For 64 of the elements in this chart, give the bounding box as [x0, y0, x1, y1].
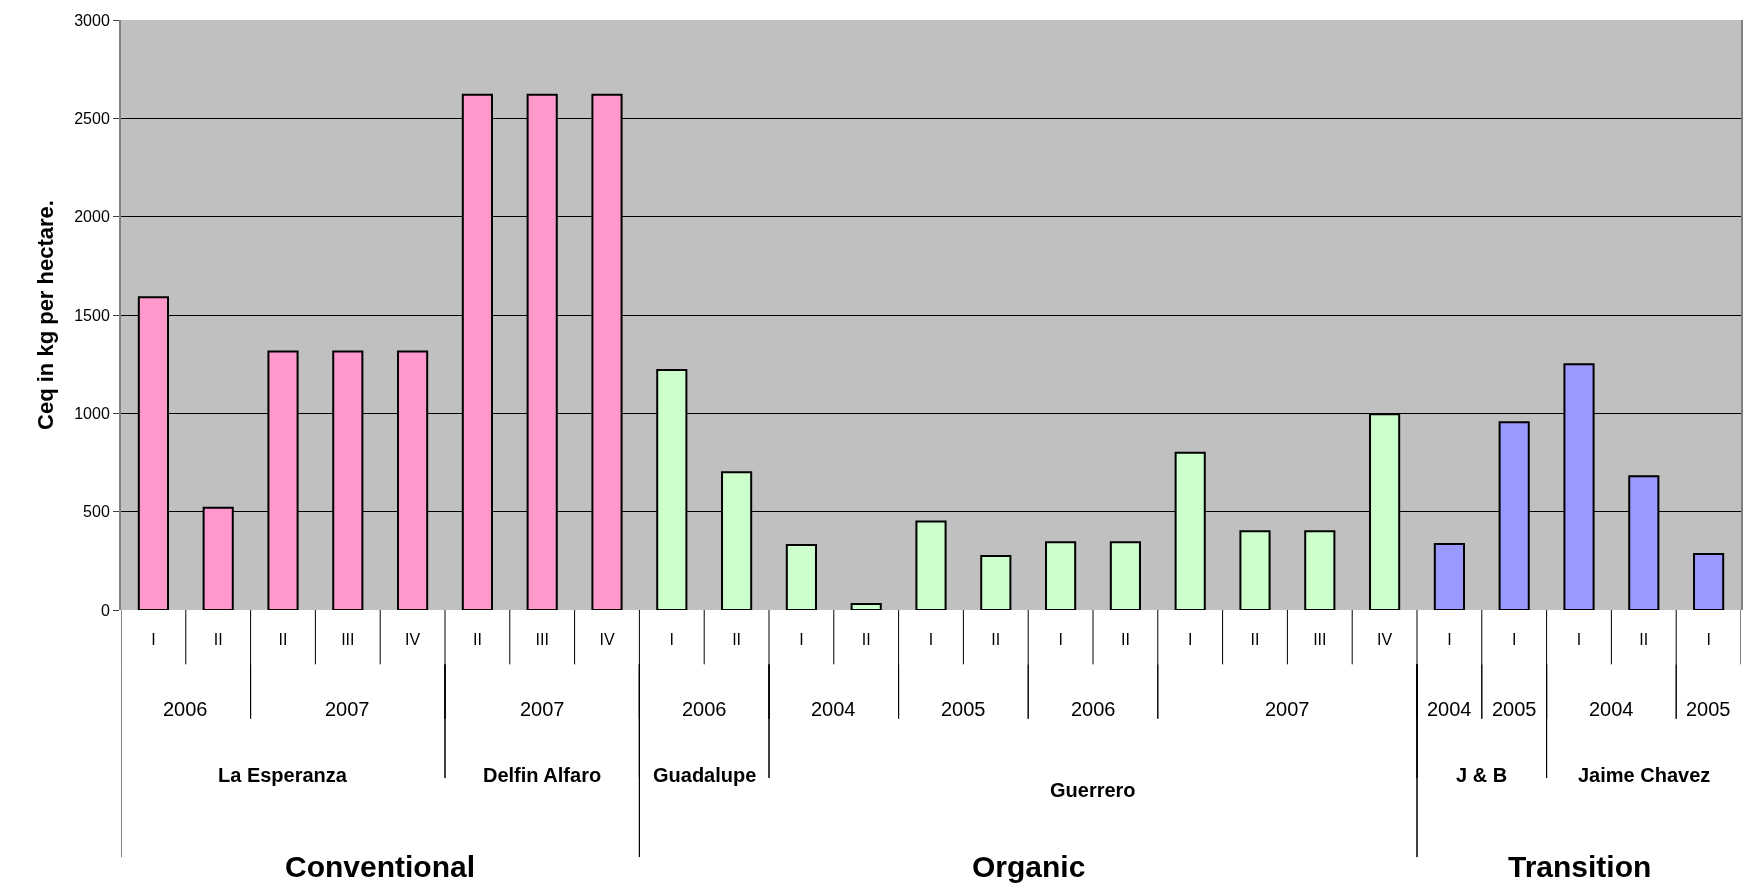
y-axis-title: Ceq in kg per hectare.	[32, 200, 58, 430]
x-tick-label: II	[1120, 631, 1130, 648]
x-tick-label: IV	[599, 631, 615, 648]
bar	[850, 603, 882, 610]
bar	[1693, 552, 1725, 610]
text: Delfin Alfaro	[483, 764, 602, 786]
x-tick-label: III	[535, 631, 549, 648]
x-tick-label: III	[341, 631, 355, 648]
x-tick-label: I	[1706, 631, 1711, 648]
x-tick-label: I	[928, 631, 934, 648]
text: Organic	[972, 850, 1086, 883]
y-tick-label: 2500	[74, 109, 110, 127]
text: 2007	[1265, 698, 1310, 720]
bar	[1045, 541, 1077, 610]
y-tick-label: 3000	[74, 11, 110, 29]
x-tick-label: II	[861, 631, 871, 648]
bar	[1433, 543, 1465, 610]
x-tick-label: I	[1058, 631, 1063, 648]
bar	[1304, 530, 1336, 610]
text: 2006	[163, 698, 208, 720]
text: Guadalupe	[653, 764, 757, 786]
x-tick-label: III	[1313, 631, 1327, 648]
y-tick-label: 1000	[74, 404, 110, 422]
text: 2004	[1427, 698, 1472, 720]
x-tick-label: I	[1447, 631, 1452, 648]
text: 2004	[1589, 698, 1634, 720]
text: 2005	[1686, 698, 1731, 720]
x-tick-label: I	[799, 631, 804, 648]
bar	[915, 520, 947, 610]
x-tick-label: II	[732, 631, 742, 648]
x-tick-label: I	[1576, 631, 1582, 648]
x-tick-label: II	[278, 631, 288, 648]
y-tick-label: 1500	[74, 306, 110, 324]
x-tick-label: II	[991, 631, 1001, 648]
x-tick-label: II	[1639, 631, 1649, 648]
bar	[1239, 530, 1271, 610]
x-tick-label: I	[669, 631, 675, 648]
y-tick-label: 500	[83, 503, 110, 521]
x-tick-label: II	[1250, 631, 1260, 648]
text: Guerrero	[1050, 779, 1136, 801]
x-tick-label: I	[151, 631, 156, 648]
x-tick-label: II	[472, 631, 482, 648]
x-tick-label: IV	[1377, 631, 1393, 648]
bar	[1109, 541, 1141, 610]
text: Jaime Chavez	[1578, 764, 1711, 786]
x-tick-label: II	[213, 631, 223, 648]
x-tick-label: I	[1187, 631, 1193, 648]
y-tick-label: 2000	[74, 208, 110, 226]
text: Conventional	[285, 850, 476, 883]
text: 2006	[682, 698, 727, 720]
text: 2005	[941, 698, 986, 720]
text: 2006	[1071, 698, 1116, 720]
x-tick-label: I	[1511, 631, 1517, 648]
bar	[785, 544, 817, 610]
text: La Esperanza	[218, 764, 348, 786]
text: Transition	[1508, 850, 1652, 883]
text: 2005	[1492, 698, 1537, 720]
text: 2007	[325, 698, 370, 720]
text: 2007	[520, 698, 565, 720]
y-tick-label: 0	[100, 601, 110, 619]
text: 2004	[811, 698, 856, 720]
bar	[980, 554, 1012, 610]
x-tick-label: IV	[405, 631, 421, 648]
text: J & B	[1456, 764, 1508, 786]
